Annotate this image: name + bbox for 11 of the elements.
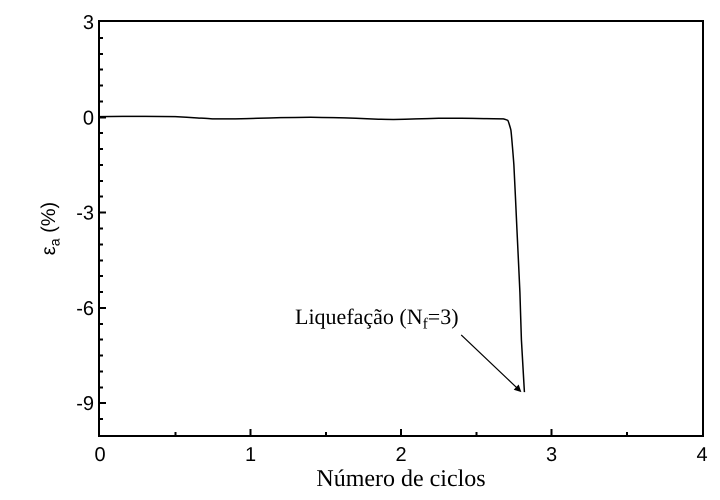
x-tick-label: 4 xyxy=(696,444,708,466)
x-axis-title: Número de ciclos xyxy=(316,466,486,492)
y-tick-label: -9 xyxy=(76,393,94,416)
annotation: Liquefação (N$_{f}$=3) xyxy=(295,304,459,333)
x-tick-label: 1 xyxy=(244,444,256,466)
y-tick-label: -6 xyxy=(76,298,94,320)
x-tick-label: 3 xyxy=(546,444,558,466)
y-tick-label: -3 xyxy=(76,202,94,225)
y-tick-label: 0 xyxy=(82,107,94,130)
x-tick-label: 2 xyxy=(395,444,407,466)
y-tick-label: 3 xyxy=(82,12,94,34)
